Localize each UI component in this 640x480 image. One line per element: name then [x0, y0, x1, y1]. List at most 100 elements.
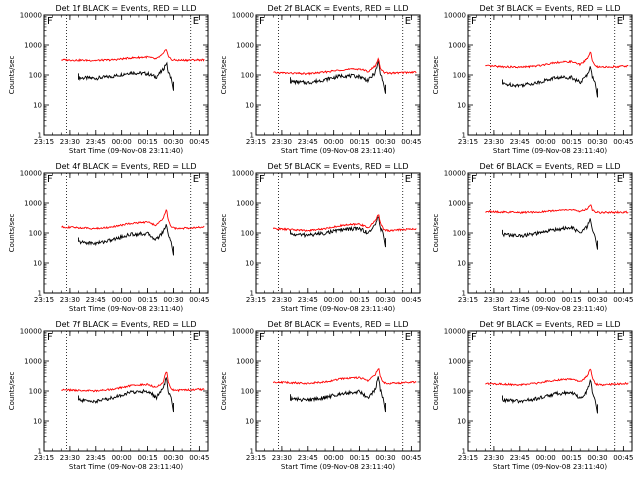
x-tick-label: 00:30	[163, 138, 183, 146]
y-tick-label: 10	[245, 102, 254, 110]
y-tick-label: 1000	[24, 42, 42, 50]
series-events-line	[502, 66, 598, 98]
plot-frame	[255, 172, 421, 294]
x-tick-label: 00:45	[401, 138, 421, 146]
series-events-line	[78, 376, 174, 413]
panel-title: Det 9f BLACK = Events, RED = LLD	[479, 320, 620, 329]
y-tick-label: 10000	[232, 328, 254, 336]
panel-det-1: Det 1f BLACK = Events, RED = LLD 1 10 100 10…	[8, 4, 209, 155]
series-events-line	[78, 61, 174, 91]
panel-det-9: Det 9f BLACK = Events, RED = LLD 1 10 100 10…	[432, 320, 633, 471]
flag-f-label: F	[471, 16, 477, 27]
y-axis-label: Counts/sec	[432, 56, 440, 95]
series-lld-line	[61, 209, 205, 231]
x-tick-label: 23:15	[458, 138, 478, 146]
plot-frame	[467, 172, 633, 294]
series-events-line	[502, 218, 598, 250]
series-lld-line	[273, 57, 417, 76]
x-tick-label: 00:00	[324, 296, 344, 304]
x-tick-label: 00:45	[189, 454, 209, 462]
y-tick-label: 10000	[232, 170, 254, 178]
y-tick-label: 10000	[20, 12, 42, 20]
x-tick-label: 00:00	[324, 138, 344, 146]
y-axis-label: Counts/sec	[8, 214, 16, 253]
x-tick-label: 23:45	[86, 138, 106, 146]
y-tick-label: 1000	[448, 42, 466, 50]
y-tick-label: 100	[29, 388, 42, 396]
y-tick-label: 10	[33, 102, 42, 110]
y-tick-label: 1000	[24, 358, 42, 366]
x-tick-label: 23:30	[272, 138, 292, 146]
y-tick-label: 10000	[444, 12, 466, 20]
y-tick-label: 10	[245, 260, 254, 268]
y-tick-label: 1	[250, 290, 254, 298]
plot-frame	[467, 14, 633, 136]
panel-title: Det 1f BLACK = Events, RED = LLD	[55, 4, 196, 13]
x-tick-label: 23:45	[86, 454, 106, 462]
y-tick-label: 10	[457, 260, 466, 268]
y-tick-label: 1	[250, 448, 254, 456]
x-tick-label: 00:15	[349, 138, 369, 146]
x-tick-label: 23:45	[298, 296, 318, 304]
x-tick-label: 00:30	[587, 296, 607, 304]
y-tick-label: 1	[462, 448, 466, 456]
x-tick-label: 23:45	[298, 454, 318, 462]
x-tick-label: 23:45	[510, 454, 530, 462]
x-tick-label: 23:15	[458, 454, 478, 462]
y-axis-label: Counts/sec	[432, 214, 440, 253]
x-tick-label: 00:15	[349, 454, 369, 462]
x-tick-label: 00:30	[163, 296, 183, 304]
series-events-line	[290, 216, 386, 248]
x-tick-label: 00:15	[137, 138, 157, 146]
x-tick-label: 00:00	[536, 296, 556, 304]
series-lld-line	[272, 214, 417, 233]
panel-title: Det 8f BLACK = Events, RED = LLD	[267, 320, 408, 329]
x-tick-label: 23:15	[34, 138, 54, 146]
y-tick-label: 100	[453, 72, 466, 80]
x-tick-label: 00:45	[401, 454, 421, 462]
y-axis-label: Counts/sec	[432, 372, 440, 411]
series-lld-line	[272, 367, 417, 385]
flag-e-label: E	[405, 174, 411, 185]
x-tick-label: 00:15	[561, 138, 581, 146]
series-lld-line	[485, 51, 629, 69]
panel-det-2: Det 2f BLACK = Events, RED = LLD 1 10 100 10…	[220, 4, 421, 155]
y-tick-label: 100	[29, 230, 42, 238]
series-lld-line	[61, 49, 205, 63]
plot-frame	[467, 330, 633, 452]
y-axis-label: Counts/sec	[220, 214, 228, 253]
x-tick-label: 23:45	[510, 296, 530, 304]
y-tick-label: 10000	[444, 170, 466, 178]
x-tick-label: 23:45	[86, 296, 106, 304]
panel-title: Det 2f BLACK = Events, RED = LLD	[267, 4, 408, 13]
x-tick-label: 23:15	[34, 296, 54, 304]
flag-e-label: E	[193, 16, 199, 27]
y-tick-label: 100	[453, 230, 466, 238]
y-tick-label: 1000	[236, 200, 254, 208]
y-tick-label: 10	[33, 418, 42, 426]
y-tick-label: 1	[38, 132, 42, 140]
x-tick-label: 23:45	[510, 138, 530, 146]
series-lld-line	[485, 368, 629, 387]
x-axis-label: Start Time (09-Nov-08 23:11:40)	[493, 147, 607, 155]
x-axis-label: Start Time (09-Nov-08 23:11:40)	[281, 305, 395, 313]
x-tick-label: 23:15	[34, 454, 54, 462]
x-tick-label: 00:30	[587, 454, 607, 462]
x-axis-label: Start Time (09-Nov-08 23:11:40)	[281, 463, 395, 471]
flag-f-label: F	[259, 174, 265, 185]
x-tick-label: 00:15	[349, 296, 369, 304]
y-tick-label: 1	[462, 132, 466, 140]
y-tick-label: 1000	[236, 42, 254, 50]
x-tick-label: 00:00	[324, 454, 344, 462]
plot-frame	[43, 14, 209, 136]
y-tick-label: 10	[457, 102, 466, 110]
x-tick-label: 23:30	[484, 296, 504, 304]
x-tick-label: 00:15	[561, 454, 581, 462]
x-tick-label: 00:45	[401, 296, 421, 304]
x-tick-label: 23:30	[272, 296, 292, 304]
panel-title: Det 7f BLACK = Events, RED = LLD	[55, 320, 196, 329]
flag-f-label: F	[259, 332, 265, 343]
y-tick-label: 10	[457, 418, 466, 426]
